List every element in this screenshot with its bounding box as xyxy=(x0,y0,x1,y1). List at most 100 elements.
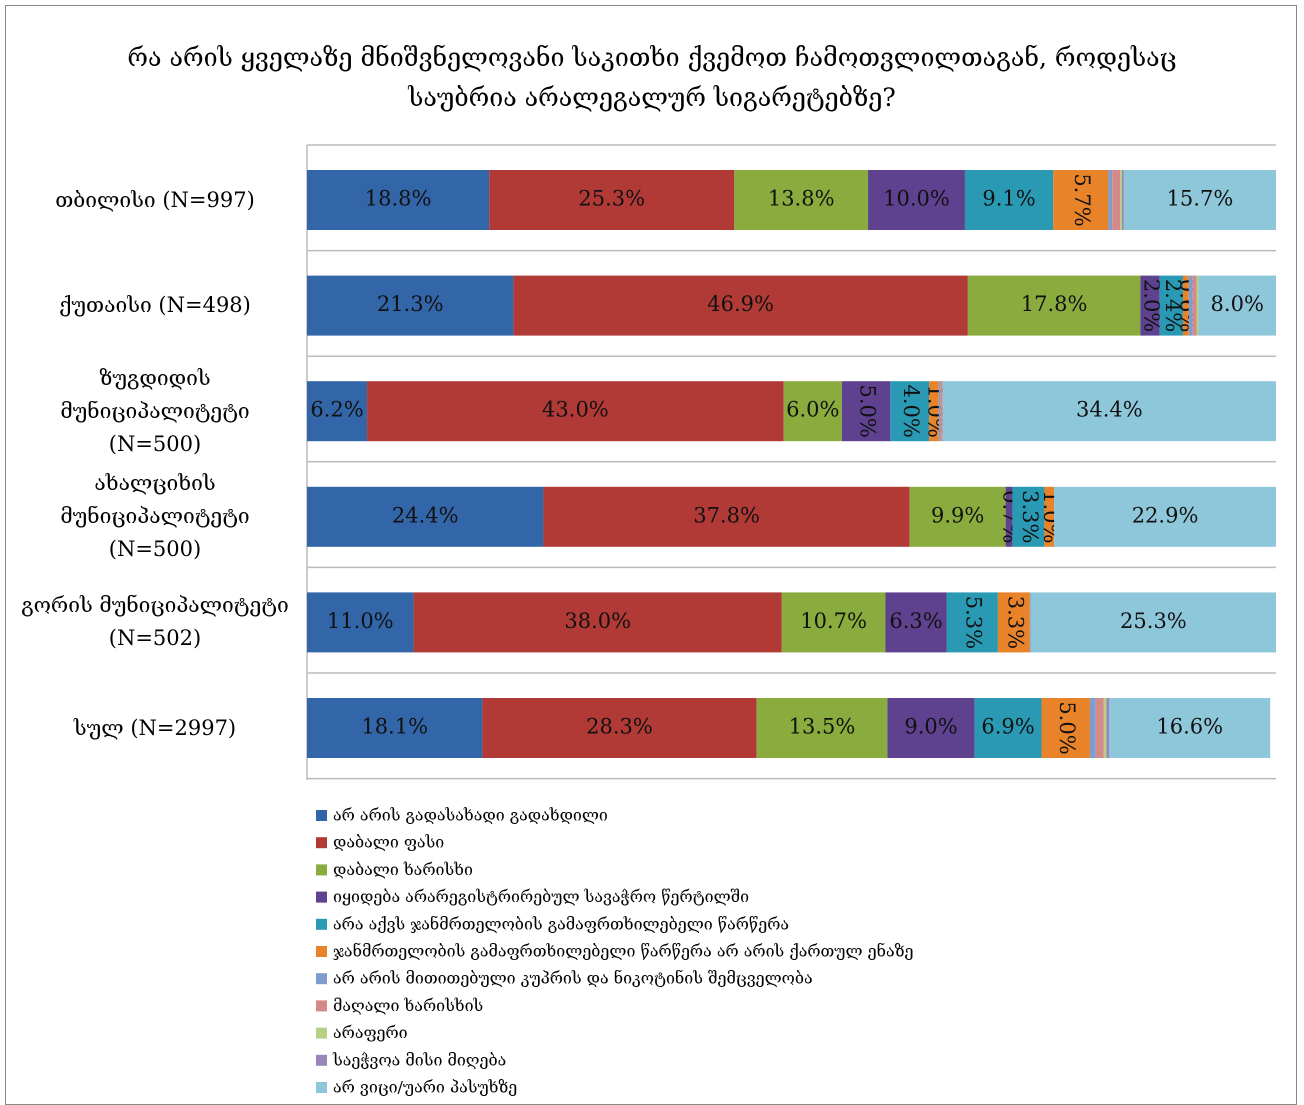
bar-segment xyxy=(1109,698,1271,758)
data-label: 6.0% xyxy=(786,398,839,422)
bar-segment xyxy=(1053,170,1109,230)
data-label: 3.3% xyxy=(1003,596,1027,649)
bar-segment xyxy=(513,275,968,336)
bar-segment xyxy=(1140,275,1160,336)
bar-segment xyxy=(841,381,891,442)
bar-segment xyxy=(974,698,1042,758)
data-label: 15.7% xyxy=(1167,187,1234,211)
category-label: ახალციხის მუნიციპალიტეტი (N=500) xyxy=(60,471,250,562)
legend-swatch xyxy=(316,810,327,821)
data-label: 9.1% xyxy=(982,187,1035,211)
bar-segment xyxy=(1095,698,1104,758)
bar-segment xyxy=(964,170,1054,230)
data-label: 5.7% xyxy=(1070,173,1094,226)
bar-segment xyxy=(543,486,910,547)
legend-swatch xyxy=(316,946,327,957)
bar-segment xyxy=(1119,170,1122,230)
legend-swatch xyxy=(316,918,327,930)
legend-label: არ ვიცი/უარი პასუხზე xyxy=(333,1078,517,1097)
bar-segment xyxy=(1188,275,1193,336)
bar-segment xyxy=(1123,170,1276,230)
data-label: 46.9% xyxy=(707,292,774,316)
data-label: 13.5% xyxy=(789,715,856,739)
bar-segment xyxy=(1182,275,1189,336)
data-label: 4.0% xyxy=(899,385,923,438)
category-label: ზუგდიდის მუნიციპალიტეტი (N=500) xyxy=(60,365,250,456)
legend-label: მაღალი ხარისხის xyxy=(333,996,483,1015)
legend-label: იყიდება არარეგისტრირებულ სავაჭრო წერტილშ… xyxy=(333,887,749,906)
legend-swatch xyxy=(316,837,327,849)
data-label: 9.0% xyxy=(904,715,957,739)
bar-segment xyxy=(997,592,1030,653)
bar-segment xyxy=(1121,170,1124,230)
bar-segment xyxy=(489,170,735,230)
bar-segment xyxy=(1108,170,1113,230)
data-label: 18.8% xyxy=(365,187,432,211)
data-label: 28.3% xyxy=(586,715,653,739)
data-label: 8.0% xyxy=(1211,292,1264,316)
bar-segment xyxy=(307,275,514,336)
data-label: 2.0% xyxy=(1140,279,1164,332)
legend-swatch xyxy=(316,1082,327,1093)
data-label: 24.4% xyxy=(392,503,459,527)
bar-segment xyxy=(890,381,930,442)
data-label: 43.0% xyxy=(542,398,609,422)
legend-label: არა აქვს ჯანმრთელობის გამაფრთხილებელი წა… xyxy=(333,914,789,933)
data-label: 6.2% xyxy=(310,398,363,422)
category-label: ქუთაისი (N=498) xyxy=(59,293,251,318)
data-label: 5.0% xyxy=(856,385,880,438)
bar-segment xyxy=(1159,275,1183,336)
bar-segment xyxy=(909,486,1006,547)
bar-segment xyxy=(868,170,965,230)
legend-label: არაფერი xyxy=(333,1023,408,1042)
bar-segment xyxy=(413,592,782,653)
data-label: 18.1% xyxy=(361,715,428,739)
category-label: გორის მუნიციპალიტეტი (N=502) xyxy=(21,593,289,651)
data-label: 17.8% xyxy=(1021,292,1088,316)
bar-segment xyxy=(1112,170,1120,230)
data-label: 2.4% xyxy=(1161,279,1185,332)
bar-segment xyxy=(929,381,939,442)
data-label: 21.3% xyxy=(377,292,444,316)
bar-segment xyxy=(1192,275,1197,336)
bar-segment xyxy=(1103,698,1107,758)
bar-segment xyxy=(1106,698,1110,758)
legend-label: არ არის მითითებული კუპრის და ნიკოტინის შ… xyxy=(333,969,813,988)
bar-segment xyxy=(307,381,368,442)
category-label: თბილისი (N=997) xyxy=(55,187,255,212)
legend-label: ჯანმრთელობის გამაფრთხილებელი წარწერა არ … xyxy=(333,942,913,961)
bar-segment xyxy=(940,381,943,442)
bar-segment xyxy=(307,698,483,758)
data-label: 37.8% xyxy=(693,503,760,527)
bar-segment xyxy=(783,381,842,442)
bar-segment xyxy=(887,698,975,758)
legend-label: არ არის გადასახადი გადახდილი xyxy=(333,806,608,825)
bar-segment xyxy=(1044,486,1055,547)
data-label: 16.6% xyxy=(1156,715,1223,739)
bar-segment xyxy=(781,592,886,653)
legend-label: საეჭვოა მისი მიღება xyxy=(332,1050,506,1069)
bar-segment xyxy=(1005,486,1013,547)
data-label: 10.7% xyxy=(800,609,867,633)
data-label: 22.9% xyxy=(1132,503,1199,527)
bar-segment xyxy=(938,381,941,442)
bar-segment xyxy=(1054,486,1276,547)
legend-swatch xyxy=(316,864,327,876)
data-label: 6.9% xyxy=(981,715,1034,739)
legend-swatch xyxy=(316,1000,327,1012)
data-label: 5.3% xyxy=(962,596,986,649)
bar-segment xyxy=(942,381,1276,442)
chart-title: რა არის ყველაზე მნიშვნელოვანი საკითხი ქვ… xyxy=(127,43,1177,112)
legend-label: დაბალი ფასი xyxy=(333,833,444,852)
legend-swatch xyxy=(316,973,327,985)
bar-segment xyxy=(946,592,998,653)
bar-segment xyxy=(307,486,544,547)
bar-segment xyxy=(756,698,888,758)
legend-swatch xyxy=(316,1054,327,1066)
legend-swatch xyxy=(316,1027,327,1039)
bar-segment xyxy=(1012,486,1045,547)
data-label: 11.0% xyxy=(327,609,394,633)
legend-label: დაბალი ხარისხი xyxy=(333,860,473,879)
